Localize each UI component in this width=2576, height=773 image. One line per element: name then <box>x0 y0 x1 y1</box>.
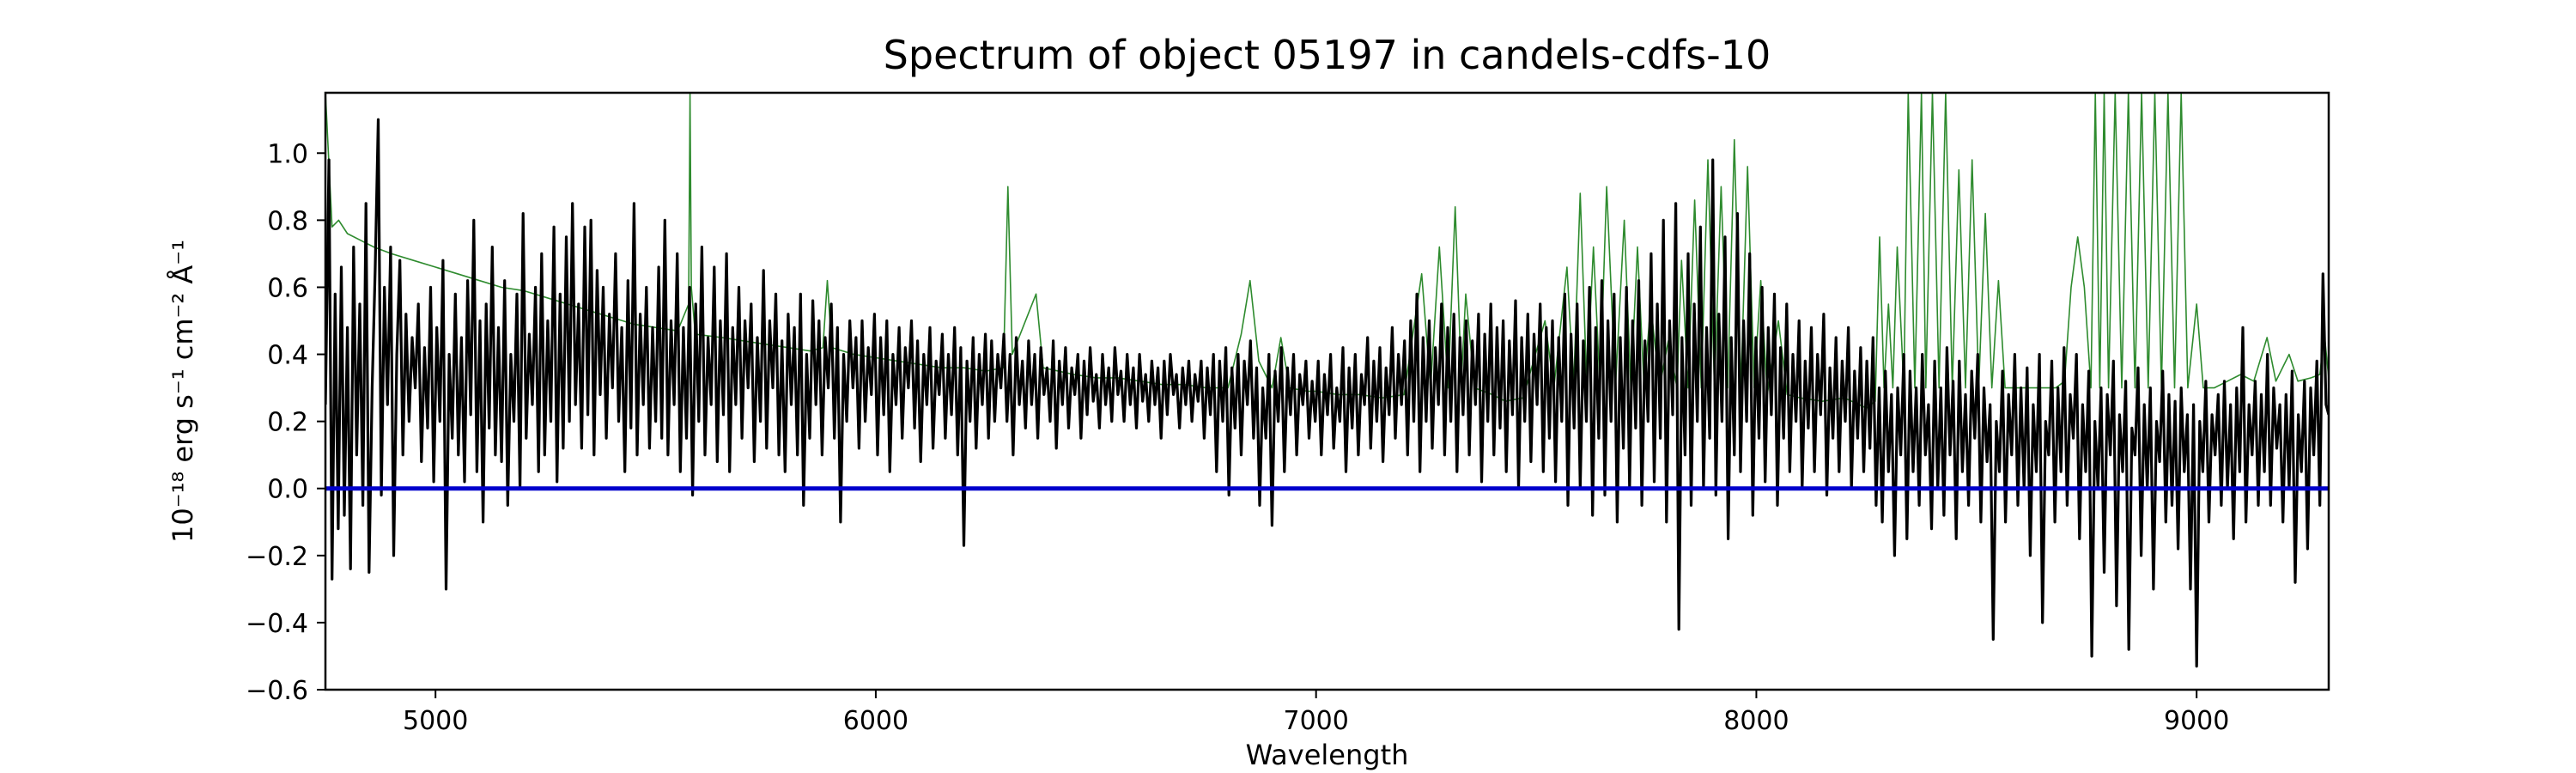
x-tick-label: 5000 <box>403 706 468 736</box>
plot-frame <box>324 91 2330 691</box>
y-tick-label: 0.8 <box>267 206 308 236</box>
y-tick-label: −0.2 <box>246 542 308 572</box>
x-tick-label: 7000 <box>1284 706 1349 736</box>
x-tick-label: 9000 <box>2164 706 2229 736</box>
y-tick-label: 0.4 <box>267 341 308 371</box>
x-tick-label: 6000 <box>843 706 908 736</box>
x-axis-label: Wavelength <box>1246 739 1409 771</box>
y-axis-label: 10⁻¹⁸ erg s⁻¹ cm⁻² Å⁻¹ <box>167 240 199 543</box>
observed-spectrum-line <box>325 118 2329 668</box>
x-tick-label: 8000 <box>1723 706 1789 736</box>
y-tick-label: −0.6 <box>246 676 308 706</box>
y-tick-label: 1.0 <box>267 139 308 169</box>
y-tick-label: 0.2 <box>267 408 308 438</box>
model-spectrum-line <box>325 93 2329 409</box>
plot-area <box>325 93 2329 668</box>
y-tick-label: 0.0 <box>267 475 308 505</box>
axes: 5000 6000 7000 8000 9000 1.0 0.8 0.6 0.4 0.2 0.0 −0… <box>246 91 2330 736</box>
y-tick-label: 0.6 <box>267 273 308 303</box>
y-tick-label: −0.4 <box>246 609 308 639</box>
chart-title: Spectrum of object 05197 in candels-cdfs… <box>884 32 1771 78</box>
